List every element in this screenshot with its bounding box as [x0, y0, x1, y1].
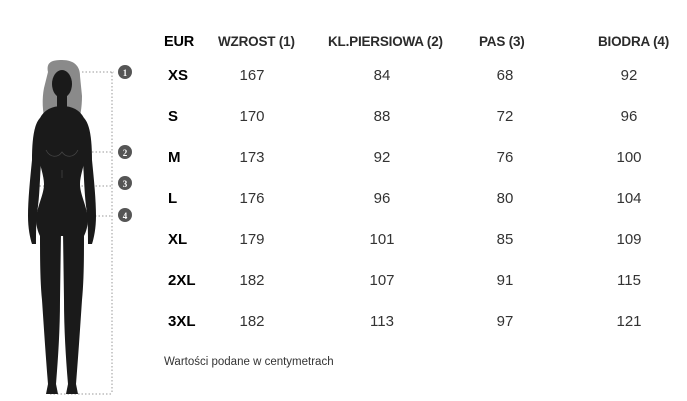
table-row: XL 179 101 85 109: [160, 231, 680, 251]
size-label: 2XL: [168, 272, 196, 289]
chest-value: 88: [373, 108, 391, 125]
table-row: M 173 92 76 100: [160, 149, 680, 169]
hips-value: 109: [616, 231, 642, 248]
header-size: EUR: [164, 34, 195, 50]
svg-text:2: 2: [123, 148, 128, 158]
height-value: 182: [239, 313, 265, 330]
height-value: 176: [239, 190, 265, 207]
hips-value: 96: [620, 108, 638, 125]
table-row: 2XL 182 107 91 115: [160, 272, 680, 292]
hips-value: 92: [620, 67, 638, 84]
chest-value: 96: [373, 190, 391, 207]
waist-value: 91: [496, 272, 514, 289]
marker-4-icon: 4: [118, 208, 132, 222]
size-label: 3XL: [168, 313, 196, 330]
waist-value: 76: [496, 149, 514, 166]
size-label: M: [168, 149, 181, 166]
header-waist: PAS (3): [479, 34, 525, 49]
chest-value: 101: [369, 231, 395, 248]
waist-value: 85: [496, 231, 514, 248]
size-label: L: [168, 190, 178, 207]
table-row: L 176 96 80 104: [160, 190, 680, 210]
body-silhouette-figure: 1 2 3 4: [28, 60, 132, 395]
hips-value: 115: [617, 272, 641, 289]
units-note: Wartości podane w centymetrach: [164, 356, 334, 368]
size-label: XS: [168, 67, 189, 84]
svg-text:3: 3: [123, 179, 128, 189]
marker-1-icon: 1: [118, 65, 132, 79]
chest-value: 107: [369, 272, 395, 289]
header-chest: KL.PIERSIOWA (2): [328, 34, 443, 49]
height-value: 173: [239, 149, 265, 166]
waist-value: 68: [496, 67, 514, 84]
marker-3-icon: 3: [118, 176, 132, 190]
hips-value: 121: [616, 313, 642, 330]
height-value: 170: [239, 108, 265, 125]
svg-text:1: 1: [123, 68, 128, 78]
height-value: 182: [239, 272, 265, 289]
hips-value: 104: [616, 190, 642, 207]
woman-silhouette-icon: [28, 70, 96, 394]
svg-text:4: 4: [123, 211, 128, 221]
size-label: XL: [168, 231, 188, 248]
header-height: WZROST (1): [218, 34, 295, 49]
hips-value: 100: [616, 149, 642, 166]
waist-value: 80: [496, 190, 514, 207]
table-row: XS 167 84 68 92: [160, 67, 680, 87]
header-hips: BIODRA (4): [598, 34, 669, 49]
height-value: 179: [239, 231, 265, 248]
chest-value: 113: [370, 313, 394, 330]
marker-2-icon: 2: [118, 145, 132, 159]
waist-value: 72: [496, 108, 514, 125]
table-row: 3XL 182 113 97 121: [160, 313, 680, 333]
waist-value: 97: [496, 313, 514, 330]
height-value: 167: [239, 67, 265, 84]
chest-value: 92: [373, 149, 391, 166]
size-label: S: [168, 108, 179, 125]
chest-value: 84: [373, 67, 391, 84]
table-row: S 170 88 72 96: [160, 108, 680, 128]
torso-contour-lines: [45, 149, 79, 178]
